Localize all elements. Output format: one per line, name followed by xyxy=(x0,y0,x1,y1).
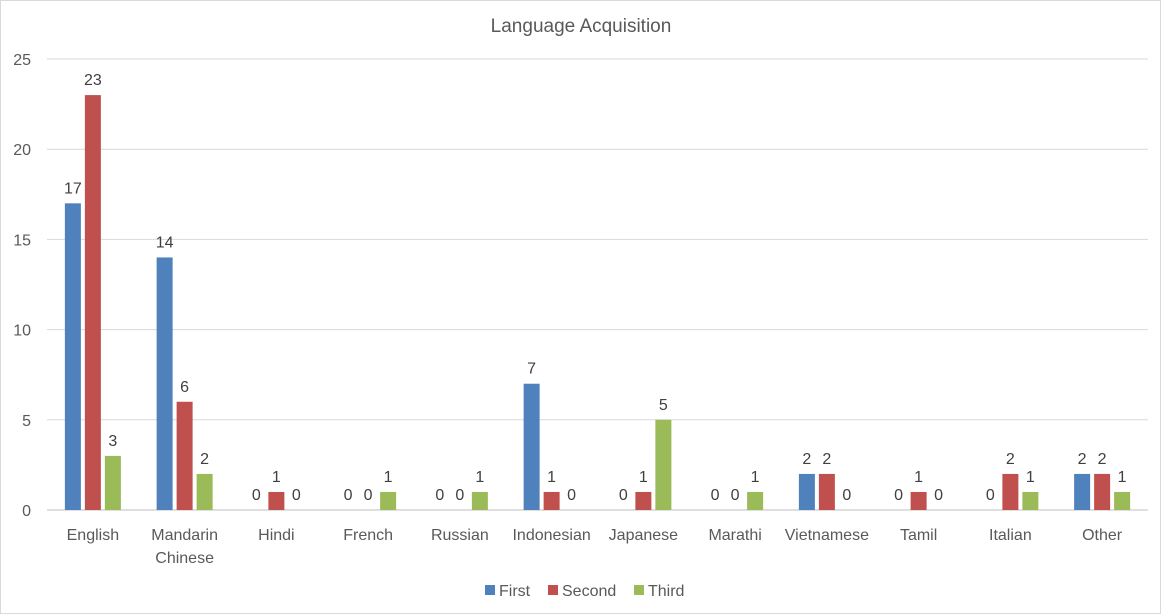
bar-second[interactable] xyxy=(543,491,560,510)
data-label: 1 xyxy=(1118,469,1127,486)
x-tick-label: Other xyxy=(1082,527,1123,544)
x-tick-label: French xyxy=(343,527,393,544)
data-label: 17 xyxy=(64,180,82,197)
legend-swatch xyxy=(548,585,558,595)
data-label: 0 xyxy=(619,487,628,504)
bar-first[interactable] xyxy=(64,203,81,510)
data-label: 0 xyxy=(344,487,353,504)
x-tick-label: Vietnamese xyxy=(785,527,869,544)
bar-second[interactable] xyxy=(268,491,285,510)
bar-third[interactable] xyxy=(1114,491,1131,510)
gridlines xyxy=(47,58,1148,511)
data-label: 2 xyxy=(1006,451,1015,468)
legend-item-first[interactable]: First xyxy=(485,583,531,600)
data-label: 0 xyxy=(455,487,464,504)
legend-item-second[interactable]: Second xyxy=(548,583,616,600)
data-label: 0 xyxy=(292,487,301,504)
y-tick-label: 0 xyxy=(22,503,31,520)
legend[interactable]: First Second Third xyxy=(485,583,684,600)
legend-item-third[interactable]: Third xyxy=(634,583,684,600)
data-label: 0 xyxy=(435,487,444,504)
data-label: 0 xyxy=(894,487,903,504)
data-label: 0 xyxy=(567,487,576,504)
bar-third[interactable] xyxy=(104,455,121,510)
data-label: 1 xyxy=(751,469,760,486)
data-label: 1 xyxy=(1026,469,1035,486)
bar-series xyxy=(64,95,1131,510)
bar-first[interactable] xyxy=(1074,473,1091,510)
data-label: 2 xyxy=(1078,451,1087,468)
x-tick-label: Hindi xyxy=(258,527,294,544)
bar-second[interactable] xyxy=(910,491,927,510)
data-label: 0 xyxy=(986,487,995,504)
bar-first[interactable] xyxy=(156,257,173,510)
bar-third[interactable] xyxy=(471,491,488,510)
data-label: 2 xyxy=(200,451,209,468)
legend-label: First xyxy=(499,583,531,600)
bar-third[interactable] xyxy=(380,491,397,510)
bar-first[interactable] xyxy=(798,473,815,510)
data-label: 1 xyxy=(914,469,923,486)
x-tick-label: Indonesian xyxy=(512,527,590,544)
bar-third[interactable] xyxy=(747,491,764,510)
x-tick-label: Marathi xyxy=(708,527,761,544)
y-tick-label: 5 xyxy=(22,413,31,430)
data-label: 0 xyxy=(842,487,851,504)
data-label: 3 xyxy=(108,433,117,450)
bar-second[interactable] xyxy=(818,473,835,510)
data-label: 2 xyxy=(822,451,831,468)
bar-second[interactable] xyxy=(176,401,193,510)
legend-label: Third xyxy=(648,583,684,600)
y-tick-label: 10 xyxy=(13,323,31,340)
y-tick-label: 25 xyxy=(13,52,31,69)
bar-second[interactable] xyxy=(1002,473,1019,510)
data-label: 1 xyxy=(475,469,484,486)
chart-title: Language Acquisition xyxy=(491,16,672,37)
data-label: 1 xyxy=(547,469,556,486)
data-label: 0 xyxy=(731,487,740,504)
data-label: 14 xyxy=(156,234,174,251)
data-label: 5 xyxy=(659,397,668,414)
x-tick-label: Mandarin xyxy=(151,527,218,544)
y-axis-ticks: 0 5 10 15 20 25 xyxy=(13,52,31,520)
bar-second[interactable] xyxy=(84,95,101,510)
bar-third[interactable] xyxy=(1022,491,1039,510)
x-tick-label: Russian xyxy=(431,527,489,544)
bar-third[interactable] xyxy=(196,473,213,510)
y-tick-label: 20 xyxy=(13,142,31,159)
data-label: 6 xyxy=(180,379,189,396)
data-label: 2 xyxy=(802,451,811,468)
x-axis-ticks: English Mandarin Chinese Hindi French Russian… xyxy=(67,527,1123,567)
data-label: 0 xyxy=(252,487,261,504)
x-tick-label: English xyxy=(67,527,119,544)
x-tick-label: Italian xyxy=(989,527,1032,544)
data-label: 0 xyxy=(934,487,943,504)
data-label: 7 xyxy=(527,361,536,378)
y-tick-label: 15 xyxy=(13,232,31,249)
legend-swatch xyxy=(485,585,495,595)
data-label: 2 xyxy=(1098,451,1107,468)
bar-third[interactable] xyxy=(655,419,672,510)
data-label: 1 xyxy=(639,469,648,486)
data-label: 0 xyxy=(364,487,373,504)
data-label: 0 xyxy=(711,487,720,504)
bar-second[interactable] xyxy=(635,491,652,510)
x-tick-label: Tamil xyxy=(900,527,937,544)
data-label: 1 xyxy=(384,469,393,486)
legend-label: Second xyxy=(562,583,616,600)
data-label: 1 xyxy=(272,469,281,486)
x-tick-label: Chinese xyxy=(155,550,214,567)
x-tick-label: Japanese xyxy=(609,527,678,544)
bar-second[interactable] xyxy=(1094,473,1111,510)
data-label: 23 xyxy=(84,72,102,89)
legend-swatch xyxy=(634,585,644,595)
bar-first[interactable] xyxy=(523,383,540,510)
